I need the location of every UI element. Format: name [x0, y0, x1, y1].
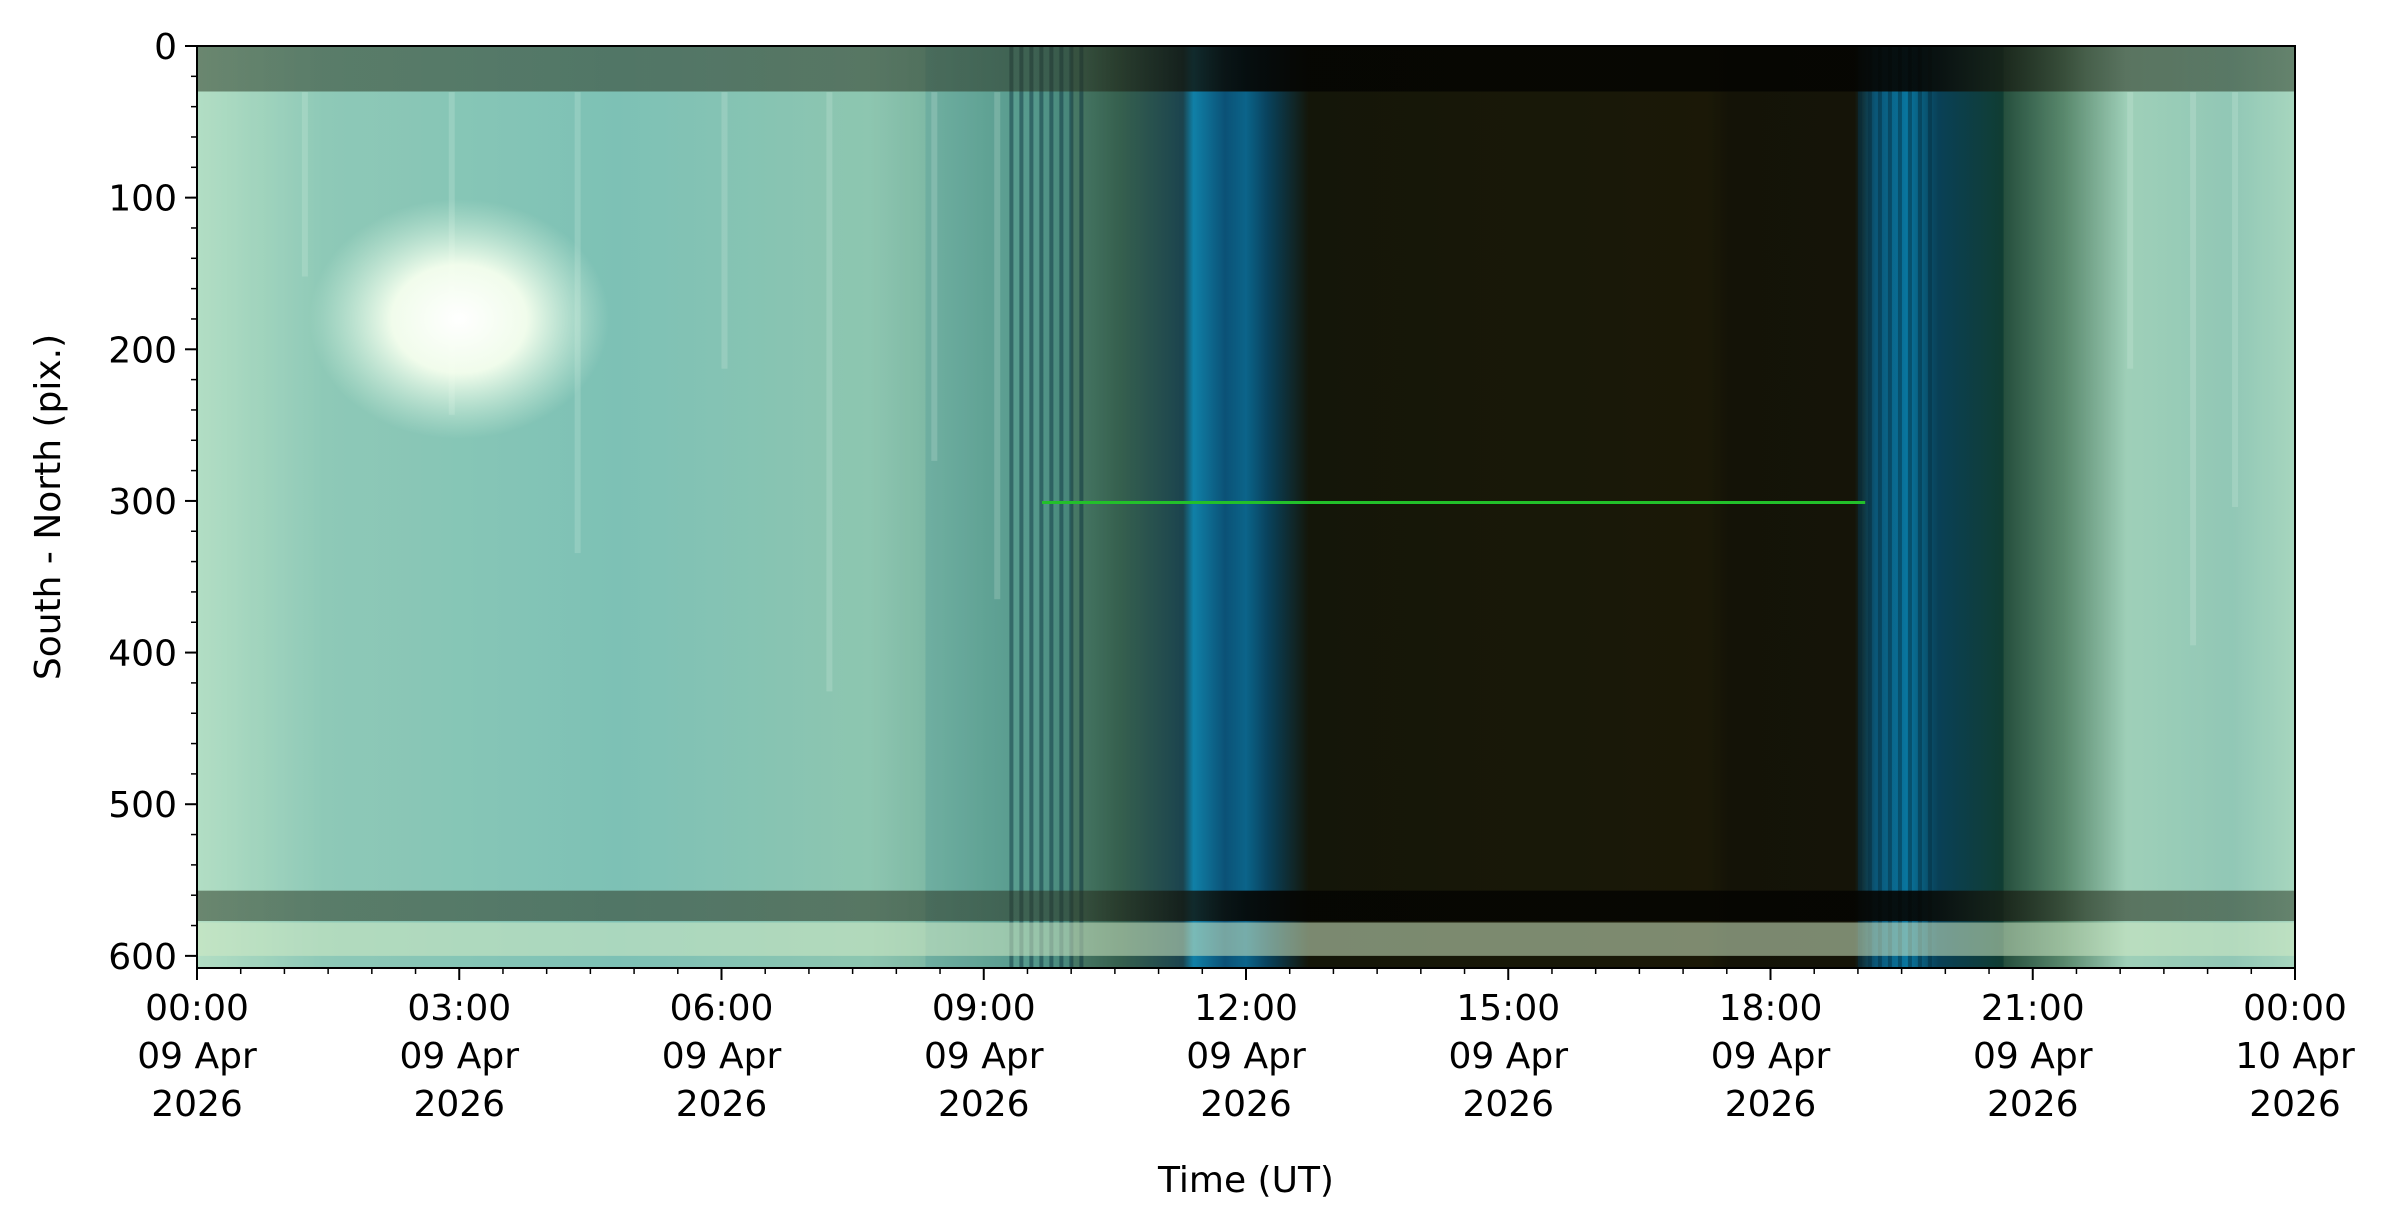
twilight-stripe — [1867, 46, 1872, 968]
x-tick-label: 09 Apr — [662, 1036, 782, 1077]
x-tick-label: 09 Apr — [399, 1036, 519, 1077]
x-tick-label: 21:00 — [1981, 988, 2085, 1029]
x-tick-label: 2026 — [1200, 1084, 1292, 1125]
x-axis: 00:00 09 Apr 2026 03:00 09 Apr 2026 06:00 09 Ap… — [137, 968, 2355, 1125]
x-axis-label: Time (UT) — [1157, 1160, 1334, 1201]
region-day-sky-evening — [2003, 46, 2295, 968]
region-dusk-twilight — [1857, 46, 2004, 968]
cloud-streak — [2232, 92, 2239, 507]
y-tick-label: 600 — [108, 937, 177, 978]
y-tick-label: 500 — [108, 785, 177, 826]
x-tick-label: 2026 — [151, 1084, 243, 1125]
y-axis: 0 100 200 300 400 500 600 — [108, 27, 197, 978]
x-tick-label: 2026 — [413, 1084, 505, 1125]
twilight-stripe — [1009, 46, 1014, 968]
x-tick-label: 18:00 — [1719, 988, 1823, 1029]
twilight-stripe — [1907, 46, 1912, 968]
region-dawn-twilight — [925, 46, 1072, 968]
twilight-stripe — [1039, 46, 1044, 968]
cloud-streak — [301, 92, 308, 277]
x-tick-label: 09 Apr — [1711, 1036, 1831, 1077]
x-tick-label: 2026 — [2249, 1084, 2341, 1125]
y-tick-label: 300 — [108, 482, 177, 523]
region-night — [1071, 46, 1858, 968]
twilight-stripe — [1897, 46, 1902, 968]
y-tick-label: 400 — [108, 634, 177, 675]
y-axis-label: South - North (pix.) — [28, 334, 69, 680]
y-tick-label: 100 — [108, 179, 177, 220]
x-tick-label: 09:00 — [932, 988, 1036, 1029]
x-tick-label: 2026 — [938, 1084, 1030, 1125]
x-tick-label: 15:00 — [1456, 988, 1560, 1029]
x-tick-label: 10 Apr — [2235, 1036, 2355, 1077]
x-tick-label: 2026 — [676, 1084, 768, 1125]
twilight-stripe — [1079, 46, 1084, 968]
twilight-stripe — [1069, 46, 1074, 968]
bottom-dark-band — [197, 890, 2295, 921]
twilight-stripe — [1927, 46, 1932, 968]
bottom-light-strip — [197, 922, 2295, 956]
twilight-stripe — [1059, 46, 1064, 968]
x-tick-label: 2026 — [1987, 1084, 2079, 1125]
twilight-stripe — [1917, 46, 1922, 968]
x-tick-label: 2026 — [1725, 1084, 1817, 1125]
cloud-streak — [721, 92, 728, 369]
x-tick-label: 00:00 — [145, 988, 249, 1029]
x-tick-label: 12:00 — [1194, 988, 1298, 1029]
cloud-streak — [2190, 92, 2197, 646]
x-tick-label: 06:00 — [670, 988, 774, 1029]
x-tick-label: 09 Apr — [1973, 1036, 2093, 1077]
y-tick-label: 0 — [154, 27, 177, 68]
cloud-streak — [2127, 92, 2134, 369]
x-tick-label: 09 Apr — [137, 1036, 257, 1077]
twilight-stripe — [1019, 46, 1024, 968]
top-dark-band — [197, 46, 2295, 92]
cloud-streak — [826, 92, 833, 692]
x-tick-label: 03:00 — [407, 988, 511, 1029]
twilight-stripe — [1857, 46, 1862, 968]
region-day-sky-morning — [197, 46, 926, 968]
plot-area — [197, 46, 2295, 968]
twilight-stripe — [1877, 46, 1882, 968]
x-tick-label: 00:00 — [2243, 988, 2347, 1029]
x-tick-label: 09 Apr — [1186, 1036, 1306, 1077]
region-overlays — [197, 46, 2295, 968]
y-tick-label: 200 — [108, 330, 177, 371]
sun-glare — [309, 198, 610, 439]
x-tick-label: 2026 — [1462, 1084, 1554, 1125]
twilight-stripe — [1029, 46, 1034, 968]
twilight-stripe — [1887, 46, 1892, 968]
cloud-streak — [931, 92, 938, 461]
keogram-image — [197, 46, 2295, 968]
x-tick-label: 09 Apr — [1448, 1036, 1568, 1077]
x-tick-label: 09 Apr — [924, 1036, 1044, 1077]
twilight-stripe — [1049, 46, 1054, 968]
cloud-streak — [994, 92, 1001, 600]
